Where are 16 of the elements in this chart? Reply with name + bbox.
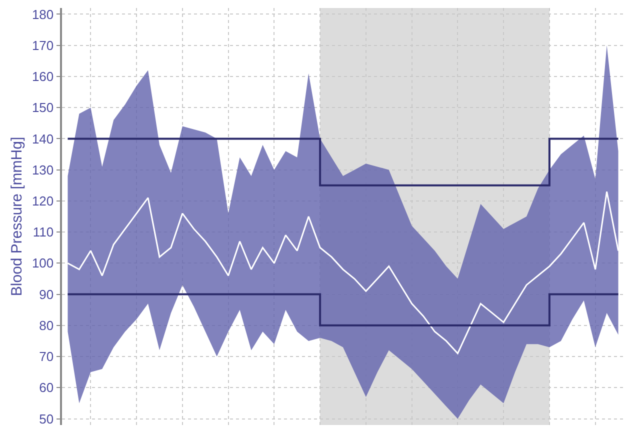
y-tick-label: 100	[32, 256, 54, 271]
y-tick-label: 170	[32, 38, 54, 53]
y-tick-label: 110	[32, 224, 54, 240]
y-axis-title: Blood Pressure [mmHg]	[8, 136, 26, 296]
y-tick-label: 80	[39, 318, 54, 333]
line-series	[66, 190, 620, 354]
y-tick-label: 70	[39, 349, 54, 364]
y-tick-label: 150	[32, 100, 54, 116]
y-tick-label: 130	[32, 162, 54, 178]
y-tick-label: 60	[39, 380, 54, 396]
y-tick-label: 90	[39, 286, 54, 302]
y-tick-label: 120	[32, 193, 54, 208]
y-tick-label: 180	[32, 6, 54, 22]
y-tick-label: 50	[39, 411, 54, 426]
y-tick-label: 140	[32, 131, 54, 146]
y-tick-label: 160	[32, 69, 54, 84]
